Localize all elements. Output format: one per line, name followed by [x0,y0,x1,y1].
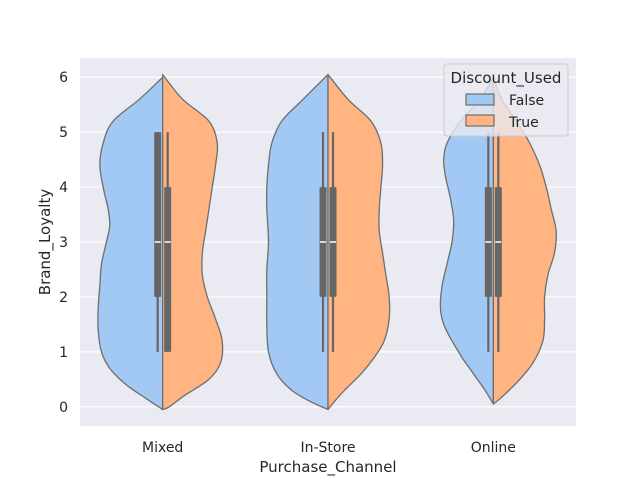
violin-mixed-true [162,73,224,411]
x-axis-title: Purchase_Channel [259,458,396,477]
y-tick-label: 3 [59,235,68,251]
x-tick-label: In-Store [300,440,355,456]
y-tick-label: 5 [59,125,68,141]
y-tick-label: 1 [59,345,68,361]
legend-label-true: True [508,115,539,131]
violins [97,73,557,411]
legend-swatch-true [465,114,495,127]
violin-online-true [492,76,557,405]
legend-label-false: False [509,93,544,109]
y-axis-title: Brand_Loyalty [36,189,55,296]
legend-title: Discount_Used [451,69,562,88]
y-tick-labels: 0 1 2 3 4 5 6 [59,70,68,416]
box-iqr [164,187,172,352]
violin-instore-false [265,73,329,411]
legend: Discount_Used False True [443,63,569,137]
y-tick-label: 0 [59,400,68,416]
y-tick-label: 2 [59,290,68,306]
box-iqr [154,132,162,297]
violin-mixed-false [97,76,164,411]
box-plots [154,132,502,352]
violin-online-false [439,76,494,405]
y-tick-label: 4 [59,180,68,196]
x-tick-labels: Mixed In-Store Online [142,440,516,456]
x-tick-label: Online [471,440,516,456]
legend-swatch-false [465,93,495,106]
x-tick-label: Mixed [142,440,183,456]
violin-instore-true [327,73,391,411]
y-tick-label: 6 [59,70,68,86]
